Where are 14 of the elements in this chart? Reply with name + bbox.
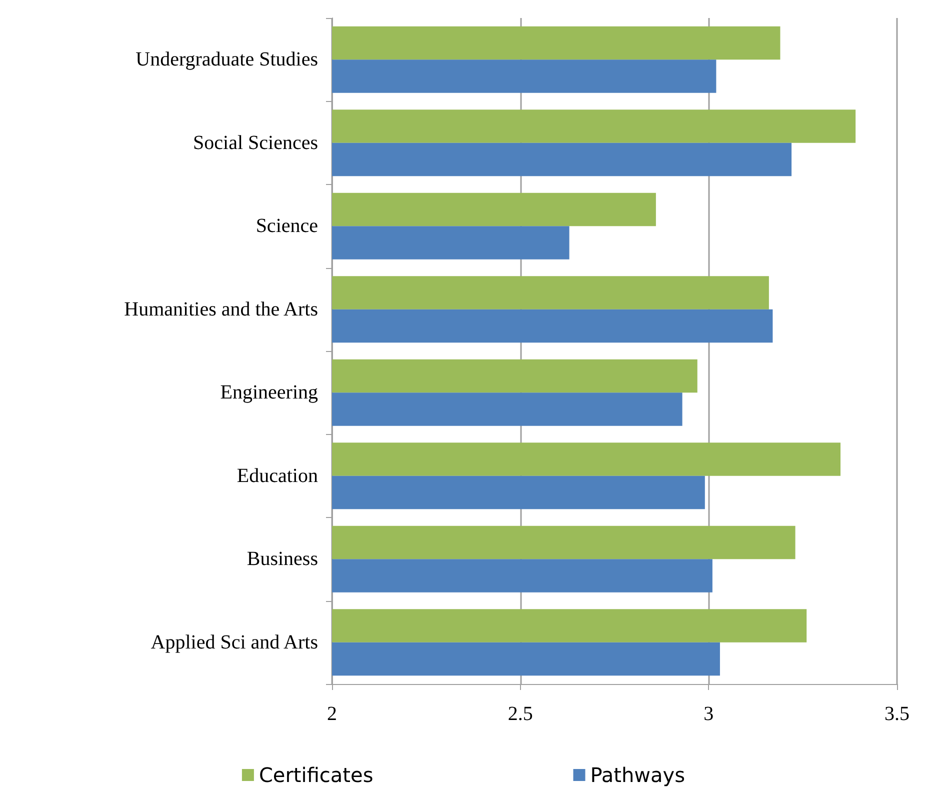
- y-tick-label: Science: [256, 215, 318, 238]
- y-tick-label: Education: [236, 464, 318, 487]
- y-tick-label: Business: [246, 548, 318, 570]
- y-tick-label: Applied Sci and Arts: [150, 631, 318, 654]
- x-tick-label: 3: [704, 703, 714, 725]
- y-tick-label: Undergraduate Studies: [136, 48, 318, 71]
- x-tick-label: 2.5: [508, 703, 533, 725]
- y-tick-label: Humanities and the Arts: [124, 298, 318, 320]
- y-tick-label: Engineering: [220, 382, 318, 404]
- x-tick-label: 3.5: [884, 703, 910, 725]
- x-tick-label: 2: [327, 703, 337, 725]
- legend-label: Pathways: [590, 763, 686, 787]
- y-tick-label: Social Sciences: [193, 132, 318, 154]
- legend-label: Certificates: [258, 763, 374, 787]
